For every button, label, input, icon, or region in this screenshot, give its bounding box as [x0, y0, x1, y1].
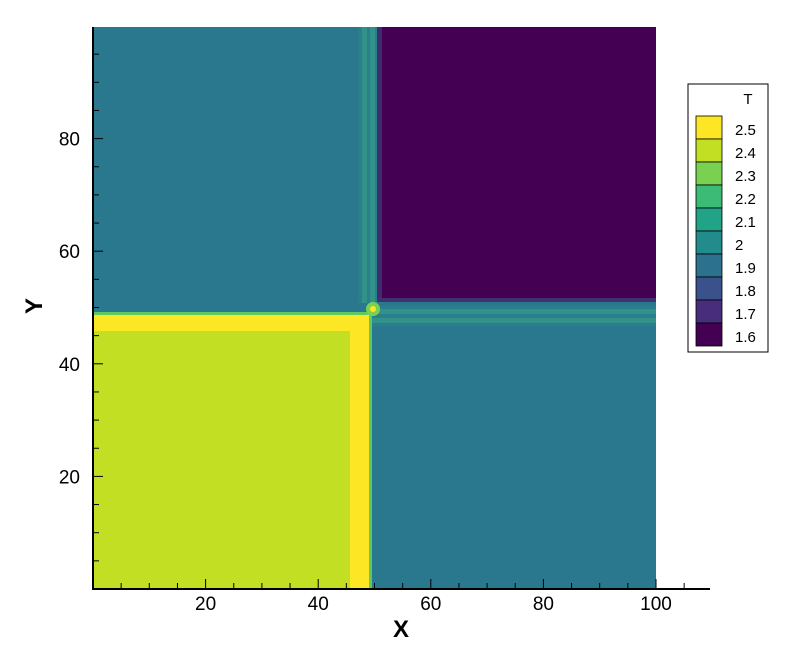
y-tick-label: 40	[59, 355, 80, 376]
colorbar-label: 2.1	[735, 214, 756, 231]
colorbar-swatch	[695, 161, 723, 186]
x-tick-label: 60	[420, 594, 441, 615]
colorbar-title: T	[743, 91, 752, 108]
region-top-right-edge-horizontal	[377, 298, 656, 302]
colorbar-swatch	[695, 299, 723, 324]
contour-field	[93, 27, 656, 589]
x-tick-label: 40	[308, 594, 329, 615]
colorbar-swatch	[695, 230, 723, 255]
band-vertical-upper-line-b	[370, 27, 375, 303]
colorbar-label: 2.3	[735, 168, 756, 185]
colorbar-swatch	[695, 322, 723, 347]
x-tick-label: 20	[195, 594, 216, 615]
y-tick-label: 20	[59, 467, 80, 488]
colorbar-label: 2.2	[735, 191, 756, 208]
region-bottom-left	[93, 330, 351, 589]
front-horizontal	[93, 314, 370, 331]
colorbar-label: 1.6	[735, 329, 756, 346]
y-axis-ticks: 20 40 60 80	[59, 53, 103, 562]
colorbar-swatch	[695, 276, 723, 301]
band-horizontal-right-line-b	[372, 318, 656, 323]
colorbar-swatch	[695, 207, 723, 232]
colorbar-swatch	[695, 115, 723, 140]
colorbar-swatch	[695, 253, 723, 278]
colorbar-swatch	[695, 184, 723, 209]
colorbar-label: 2.5	[735, 122, 756, 139]
colorbar-items: 2.5 2.4 2.3 2.2 2.1 2 1.9 1.8 1.7 1.6	[695, 115, 756, 347]
colorbar-label: 1.9	[735, 260, 756, 277]
region-top-right-edge-vertical	[377, 27, 382, 302]
colorbar-label: 1.8	[735, 283, 756, 300]
x-tick-label: 80	[533, 594, 554, 615]
band-horizontal-right-line-a	[372, 309, 656, 314]
front-horizontal-edge	[93, 312, 370, 315]
x-axis-ticks: 20 40 60 80 100	[120, 579, 685, 615]
x-tick-label: 100	[640, 594, 672, 615]
colorbar-swatch	[695, 138, 723, 163]
colorbar-label: 2	[735, 237, 743, 254]
region-top-right	[381, 27, 656, 300]
band-vertical-upper-line-a	[362, 27, 367, 303]
junction-core	[370, 306, 376, 312]
front-vertical	[350, 314, 370, 589]
front-vertical-edge	[369, 312, 372, 589]
y-axis-title: Y	[21, 298, 48, 314]
y-tick-label: 60	[59, 242, 80, 263]
y-tick-label: 80	[59, 130, 80, 151]
colorbar-legend: T 2.5 2.4 2.3 2.2 2.1 2 1.9 1.8 1.7 1.6	[687, 83, 769, 353]
x-axis-title: X	[393, 616, 409, 643]
colorbar-label: 2.4	[735, 145, 756, 162]
colorbar-label: 1.7	[735, 306, 756, 323]
